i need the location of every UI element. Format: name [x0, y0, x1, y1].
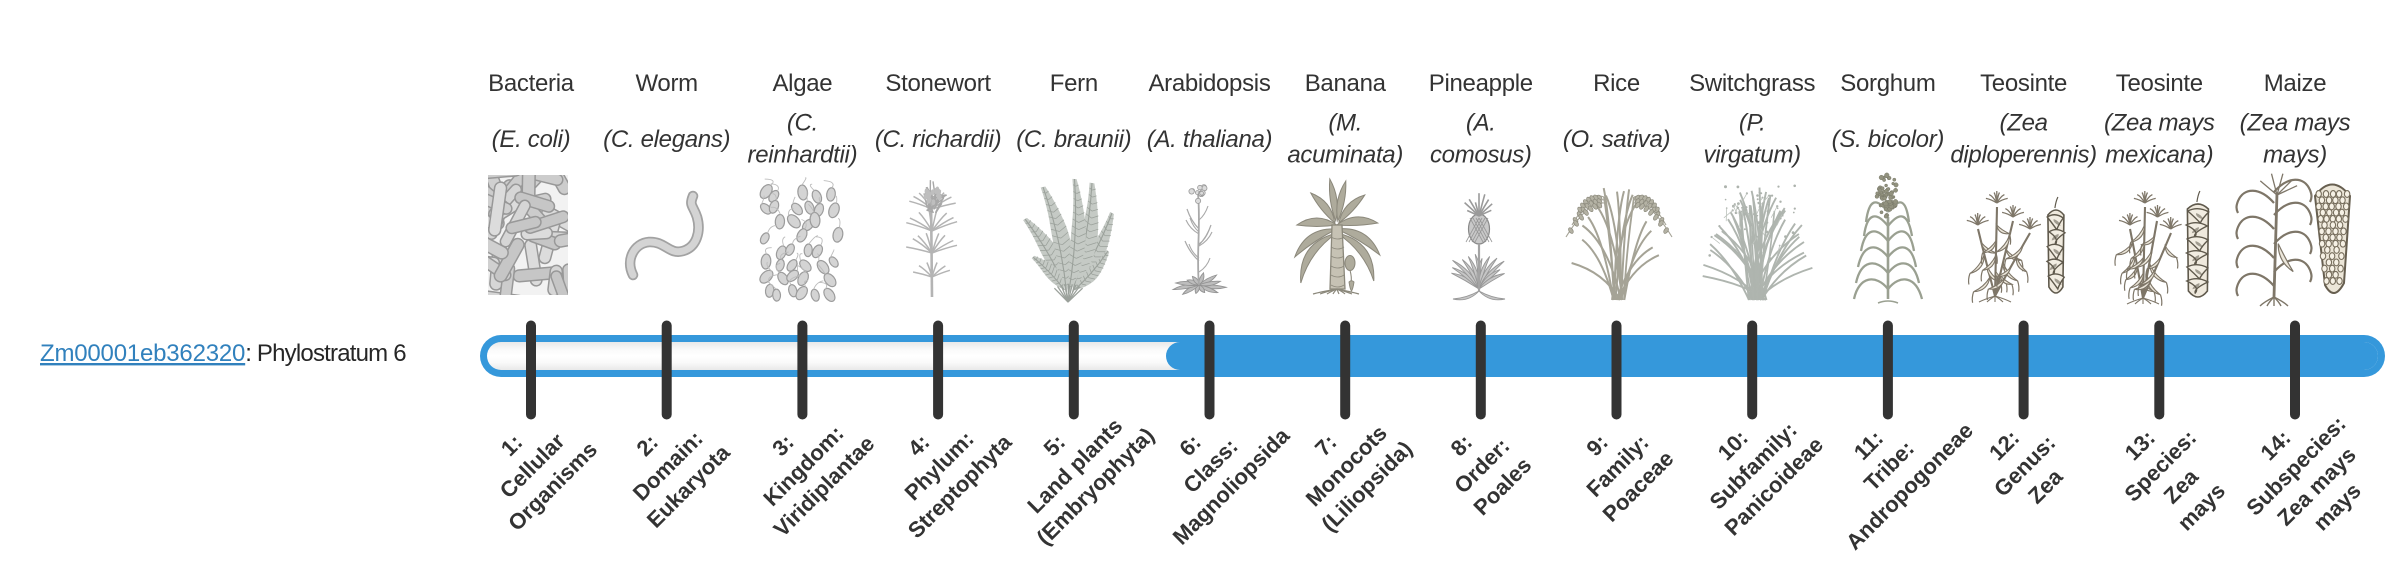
svg-text:Stonewort: Stonewort [885, 70, 991, 97]
svg-text:virgatum): virgatum) [1704, 142, 1801, 169]
svg-text:(Zea: (Zea [2000, 110, 2048, 137]
svg-text:mays): mays) [2263, 142, 2327, 169]
svg-text:Teosinte: Teosinte [2116, 70, 2203, 97]
svg-text:(C. braunii): (C. braunii) [1016, 126, 1131, 153]
svg-text:Teosinte: Teosinte [1980, 70, 2067, 97]
svg-text:(A.: (A. [1466, 110, 1496, 137]
svg-text:(A. thaliana): (A. thaliana) [1147, 126, 1273, 153]
svg-text:Worm: Worm [636, 70, 698, 97]
svg-text:comosus): comosus) [1430, 142, 1532, 169]
svg-text:mexicana): mexicana) [2105, 142, 2213, 169]
svg-text:(C. richardii): (C. richardii) [875, 126, 1001, 153]
svg-text:Rice: Rice [1593, 70, 1640, 97]
svg-text:Sorghum: Sorghum [1840, 70, 1935, 97]
svg-text:(M.: (M. [1328, 110, 1362, 137]
svg-text:Arabidopsis: Arabidopsis [1148, 70, 1270, 97]
svg-text:acuminata): acuminata) [1287, 142, 1403, 169]
svg-text:(Zea mays: (Zea mays [2240, 110, 2351, 137]
svg-text:Algae: Algae [772, 70, 832, 97]
svg-text:Zm00001eb362320: Phylostratum: Zm00001eb362320: Phylostratum 6 [40, 340, 406, 367]
svg-text:Bacteria: Bacteria [488, 70, 575, 97]
svg-text:(Zea mays: (Zea mays [2104, 110, 2215, 137]
svg-text:(O. sativa): (O. sativa) [1563, 126, 1670, 153]
svg-text:diploperennis): diploperennis) [1950, 142, 2097, 169]
svg-text:Pineapple: Pineapple [1429, 70, 1533, 97]
svg-text:(C.: (C. [787, 110, 818, 137]
svg-text:(C. elegans): (C. elegans) [603, 126, 730, 153]
svg-text:Maize: Maize [2264, 70, 2327, 97]
svg-text:Fern: Fern [1050, 70, 1098, 97]
svg-text:(S. bicolor): (S. bicolor) [1832, 126, 1944, 153]
svg-text:(E. coli): (E. coli) [492, 126, 571, 153]
svg-text:Switchgrass: Switchgrass [1689, 70, 1815, 97]
svg-text:reinhardtii): reinhardtii) [748, 142, 858, 169]
svg-text:Banana: Banana [1305, 70, 1387, 97]
svg-text:(P.: (P. [1739, 110, 1766, 137]
